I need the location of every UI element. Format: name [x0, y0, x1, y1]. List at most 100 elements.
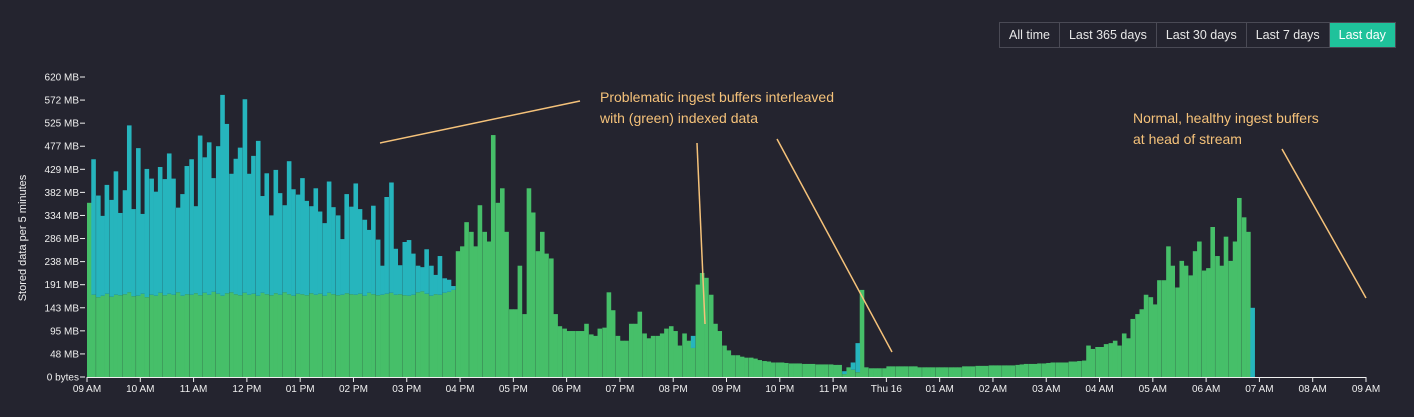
indexed-bar	[353, 294, 359, 377]
y-tick-label: 238 MB	[45, 257, 80, 268]
indexed-bar	[1192, 251, 1198, 377]
indexed-bar	[935, 367, 940, 377]
annotations: Problematic ingest buffers interleaved wi…	[379, 89, 1367, 353]
range-option-last-365-days[interactable]: Last 365 days	[1058, 23, 1156, 47]
indexed-bar	[96, 297, 101, 377]
buffer-bar	[224, 123, 230, 294]
indexed-bar	[180, 295, 185, 377]
indexed-bar	[1108, 343, 1114, 377]
range-option-all-time[interactable]: All time	[1000, 23, 1059, 47]
indexed-bar	[349, 294, 354, 377]
indexed-bar	[1197, 241, 1202, 377]
x-tick-label: 03 AM	[1032, 384, 1060, 395]
buffer-bar	[242, 99, 248, 293]
buffer-bar	[309, 206, 314, 294]
indexed-bar	[229, 292, 234, 377]
indexed-bar	[384, 293, 389, 377]
indexed-bar	[589, 334, 594, 377]
indexed-bar	[1126, 338, 1131, 377]
buffer-bar	[136, 148, 141, 296]
buffer-bar	[175, 207, 181, 293]
buffer-bar	[362, 219, 368, 296]
buffer-bar	[349, 206, 354, 295]
indexed-bar	[300, 294, 305, 377]
buffer-bar	[380, 265, 385, 295]
time-range-selector: All time Last 365 days Last 30 days Last 7 …	[999, 22, 1396, 48]
indexed-bar	[908, 366, 914, 377]
buffer-bar	[286, 161, 292, 295]
indexed-bar	[873, 368, 878, 377]
indexed-bar	[1219, 265, 1225, 377]
indexed-bar	[1090, 348, 1096, 377]
indexed-bar	[1086, 345, 1091, 377]
indexed-bar	[890, 366, 896, 377]
y-tick-label: 477 MB	[45, 142, 80, 153]
indexed-bar	[389, 292, 394, 377]
indexed-bar	[157, 292, 163, 377]
indexed-bar	[375, 295, 381, 377]
buffer-bar	[326, 181, 332, 293]
indexed-bar	[606, 292, 612, 377]
indexed-bar	[837, 364, 842, 377]
indexed-bar	[943, 367, 949, 377]
indexed-bar	[522, 314, 527, 377]
indexed-bar	[930, 367, 936, 377]
indexed-bar	[788, 363, 794, 377]
indexed-bar	[695, 284, 701, 377]
buffer-bar	[202, 157, 208, 293]
x-tick-label: 11 PM	[819, 384, 847, 395]
indexed-bar	[855, 372, 861, 377]
buffer-bar	[91, 159, 96, 295]
indexed-bar	[655, 335, 661, 377]
y-tick-label: 572 MB	[45, 96, 80, 107]
indexed-bar	[828, 364, 834, 377]
indexed-bar	[140, 293, 145, 377]
x-tick-label: 04 AM	[1085, 384, 1113, 395]
buffer-bar	[415, 265, 421, 293]
buffer-bar	[371, 205, 376, 295]
indexed-bar	[1050, 362, 1056, 377]
indexed-bar	[237, 295, 243, 377]
indexed-bar	[117, 295, 123, 377]
indexed-bar	[304, 295, 310, 377]
indexed-bar	[460, 246, 465, 377]
indexed-bar	[1215, 256, 1220, 377]
buffer-bar	[251, 155, 256, 294]
range-option-last-day[interactable]: Last day	[1328, 23, 1395, 47]
range-option-last-7-days[interactable]: Last 7 days	[1245, 23, 1329, 47]
annotation-leader-line	[379, 100, 581, 144]
indexed-bar	[1055, 362, 1060, 377]
indexed-bar	[1143, 294, 1149, 377]
indexed-bar	[477, 205, 483, 377]
indexed-bar	[957, 367, 962, 377]
indexed-bar	[1201, 270, 1207, 377]
buffer-bar	[104, 184, 110, 294]
indexed-bar	[442, 292, 448, 377]
indexed-bar	[131, 296, 136, 377]
indexed-bar	[91, 294, 96, 377]
buffer-bar	[282, 205, 288, 293]
buffer-bar	[331, 207, 336, 295]
indexed-bar	[144, 297, 150, 377]
indexed-bar	[952, 367, 958, 377]
indexed-bar	[722, 345, 727, 377]
indexed-bar	[322, 295, 328, 377]
x-tick-label: 08 PM	[659, 384, 688, 395]
buffer-bar	[162, 179, 168, 296]
indexed-bar	[153, 295, 159, 377]
indexed-bar	[677, 345, 683, 377]
indexed-bar	[1112, 340, 1118, 377]
indexed-bar	[357, 293, 363, 377]
x-tick-label: 05 AM	[1139, 384, 1167, 395]
indexed-bar	[1010, 365, 1016, 377]
buffer-bar	[690, 335, 696, 348]
buffer-bar	[397, 265, 403, 295]
buffer-bar	[189, 159, 194, 295]
indexed-bar	[868, 368, 874, 377]
indexed-bar	[446, 291, 452, 377]
annotation-text: at head of stream	[1133, 131, 1242, 147]
indexed-bar	[1068, 361, 1074, 377]
indexed-bar	[610, 310, 616, 377]
indexed-bar	[166, 293, 172, 377]
range-option-last-30-days[interactable]: Last 30 days	[1155, 23, 1246, 47]
